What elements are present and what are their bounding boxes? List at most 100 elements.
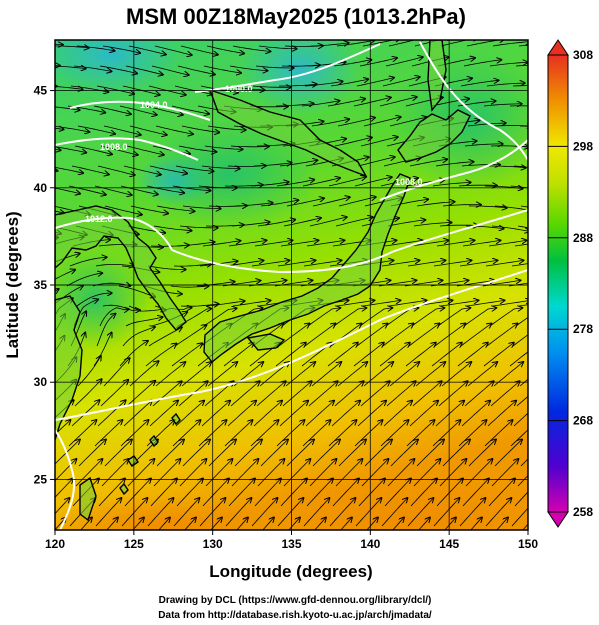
streamline (277, 260, 315, 267)
streamline (484, 420, 513, 447)
streamline (132, 518, 144, 530)
streamline (20, 401, 48, 427)
streamline (202, 241, 240, 247)
x-tick-label: 140 (360, 537, 380, 551)
streamline (232, 301, 270, 307)
streamline (104, 440, 132, 467)
streamline (407, 498, 433, 527)
streamline (172, 185, 211, 191)
streamline (461, 165, 500, 166)
streamline (520, 458, 528, 467)
streamline (416, 440, 444, 467)
streamline (101, 459, 128, 487)
streamline (173, 264, 212, 266)
streamline (279, 84, 317, 86)
streamline (440, 40, 478, 47)
streamline (302, 178, 340, 187)
streamline (231, 222, 270, 227)
streamline (511, 507, 528, 527)
streamline (184, 518, 196, 530)
streamline (356, 324, 387, 347)
streamline (155, 125, 193, 134)
streamline (152, 381, 182, 407)
streamline (303, 498, 329, 527)
streamline (171, 105, 209, 114)
streamline (457, 343, 488, 367)
streamline (431, 99, 469, 107)
isobar-label-4: 1012.0 (85, 214, 113, 224)
streamline (410, 479, 437, 507)
streamline (251, 260, 289, 267)
streamline (303, 260, 341, 267)
streamline (407, 260, 445, 267)
streamline (147, 498, 173, 527)
streamline (202, 479, 229, 507)
isobar-1016-south (55, 269, 528, 421)
colorbar-top-triangle (547, 39, 569, 56)
streamline (126, 381, 155, 407)
streamline (390, 440, 418, 467)
gridlines (55, 40, 528, 530)
streamline (180, 45, 218, 55)
streamline (232, 45, 270, 51)
streamline (385, 57, 423, 67)
streamline (124, 479, 151, 507)
streamline (327, 343, 358, 367)
streamline (314, 518, 326, 530)
colorbar-ticks: 308 298 288 278 268 258 (548, 48, 593, 519)
streamline (55, 106, 80, 110)
streamline (386, 381, 416, 407)
streamline (153, 459, 180, 487)
streamline (512, 85, 528, 87)
coast-kyushu-honshu (203, 173, 411, 363)
streamline (55, 45, 63, 46)
streamline (129, 361, 159, 387)
streamline (308, 381, 338, 407)
streamline (332, 479, 359, 507)
warm-region-south (270, 480, 528, 530)
streamline (465, 459, 492, 487)
y-axis-label: Latitude (degrees) (3, 211, 22, 358)
streamline (485, 498, 511, 527)
isobar-1008-east (379, 139, 528, 201)
streamline (353, 97, 391, 107)
streamline (432, 420, 461, 447)
streamline (255, 66, 294, 68)
streamline (379, 343, 410, 367)
streamline (483, 343, 514, 367)
streamline (458, 185, 497, 186)
streamline (518, 44, 528, 47)
colorbar-bottom-triangle (547, 511, 569, 528)
streamline (55, 86, 83, 89)
isobar-label-2: 1004.0 (140, 100, 168, 110)
cold-region-northwest (55, 40, 180, 95)
streamline (234, 203, 273, 207)
streamline (487, 401, 516, 427)
streamline (74, 379, 102, 407)
streamline (434, 324, 465, 347)
streamline (288, 518, 300, 530)
streamline (98, 479, 125, 507)
streamline (121, 498, 147, 527)
streamline (230, 146, 269, 147)
streamline (409, 401, 438, 427)
streamline (55, 518, 66, 530)
streamline (464, 144, 503, 146)
streamline (73, 65, 111, 71)
colorbar-tick-label: 278 (573, 322, 593, 336)
streamline (518, 304, 528, 307)
streamline (230, 381, 260, 407)
streamline (282, 381, 312, 407)
streamline (362, 300, 400, 307)
streamline (234, 440, 262, 467)
y-axis-ticks: 25 30 35 40 45 (34, 84, 55, 486)
streamline (357, 157, 395, 167)
streamline (439, 225, 478, 226)
streamline (333, 308, 366, 327)
streamline (392, 518, 404, 530)
colorbar-tick-label: 258 (573, 505, 593, 519)
streamline (433, 498, 459, 527)
streamline (68, 420, 96, 447)
streamline (16, 106, 54, 107)
streamline (410, 240, 448, 247)
